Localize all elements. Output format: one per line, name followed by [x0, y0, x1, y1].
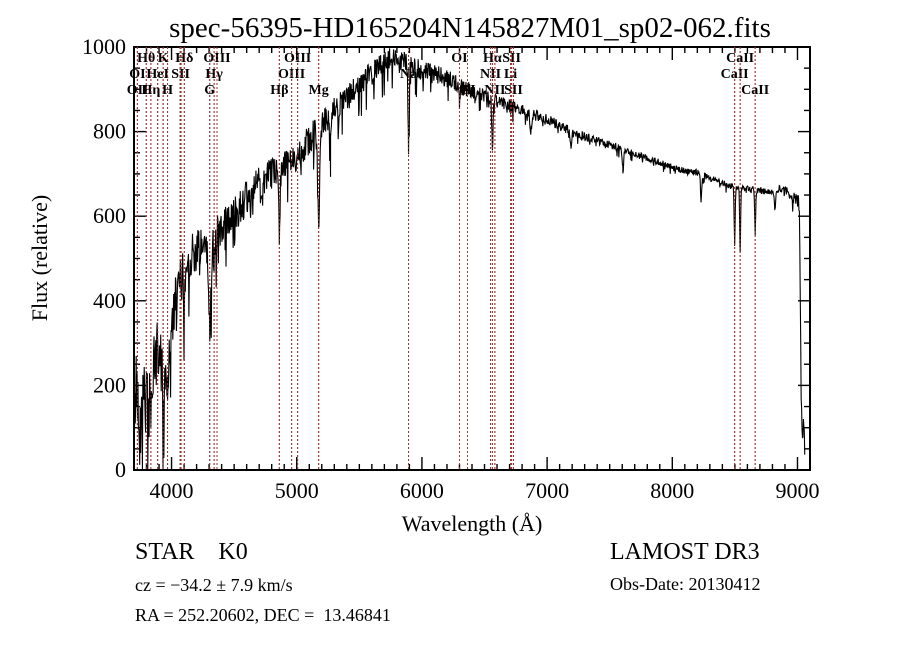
spectral-marker-label: H — [162, 83, 173, 98]
spectral-marker-label: SII — [171, 67, 190, 82]
object-class-text: STAR K0 — [135, 539, 248, 565]
x-tick-label: 6000 — [400, 478, 444, 503]
x-tick-label: 4000 — [150, 478, 194, 503]
spectral-marker-label: G — [204, 83, 215, 98]
ra-dec-text: RA = 252.20602, DEC = 13.46841 — [135, 605, 391, 625]
y-tick-label: 200 — [93, 372, 126, 397]
spectral-marker-label: CaII — [741, 83, 769, 98]
spectral-marker-label: NII — [484, 83, 505, 98]
spectral-marker-label: Mg — [309, 83, 329, 98]
x-tick-label: 8000 — [650, 478, 694, 503]
x-tick-label: 7000 — [525, 478, 569, 503]
y-tick-label: 400 — [93, 288, 126, 313]
spectral-marker-label: OIII — [203, 51, 230, 66]
spectral-marker-label: Hβ — [270, 83, 288, 98]
spectral-marker-label: OIII — [278, 67, 305, 82]
spectral-marker-label: Hη — [141, 83, 160, 98]
spectral-marker-label: SII — [502, 51, 521, 66]
obs-date-text: Obs-Date: 20130412 — [610, 574, 760, 594]
cz-text: cz = −34.2 ± 7.9 km/s — [135, 575, 293, 595]
spectral-marker-label: CaII — [726, 51, 754, 66]
axes-layer: 4000 5000 6000 7000 8000 9000 0 200 400 600 800 100… — [82, 34, 819, 503]
x-tick-label: 9000 — [775, 478, 819, 503]
spectral-marker-label: CaII — [721, 67, 749, 82]
plot-frame — [133, 46, 811, 471]
spectral-marker-label: OI — [451, 51, 467, 66]
spectrum-trace-layer — [133, 48, 806, 470]
spectral-marker-label: SII — [504, 83, 523, 98]
spectral-marker-lines-overlay — [136, 47, 756, 470]
spectrum-trace — [133, 48, 806, 470]
spectral-marker-label: Hα — [483, 51, 502, 66]
spectral-marker-label: K — [158, 51, 169, 66]
y-tick-label: 1000 — [82, 34, 126, 59]
x-axis-label: Wavelength (Å) — [402, 511, 543, 536]
spectral-marker-label: OIII — [284, 51, 311, 66]
y-tick-label: 600 — [93, 203, 126, 228]
spectral-marker-label: Hθ — [137, 51, 155, 66]
y-tick-label: 0 — [115, 457, 126, 482]
spectral-marker-label: OI — [129, 67, 145, 82]
spectral-marker-label: Hδ — [175, 51, 193, 66]
y-axis-label: Flux (relative) — [27, 195, 52, 321]
y-tick-label: 800 — [93, 119, 126, 144]
spectral-marker-label: Li — [504, 67, 517, 82]
spectral-marker-label: Hγ — [205, 67, 223, 82]
survey-text: LAMOST DR3 — [610, 539, 760, 565]
spectral-marker-lines — [136, 47, 756, 470]
spectral-marker-label: HeI — [146, 67, 169, 82]
x-tick-label: 5000 — [275, 478, 319, 503]
plot-title: spec-56395-HD165204N145827M01_sp02-062.f… — [169, 12, 771, 44]
spectral-marker-label: NII — [480, 67, 501, 82]
spectral-marker-label: OII — [127, 83, 149, 98]
